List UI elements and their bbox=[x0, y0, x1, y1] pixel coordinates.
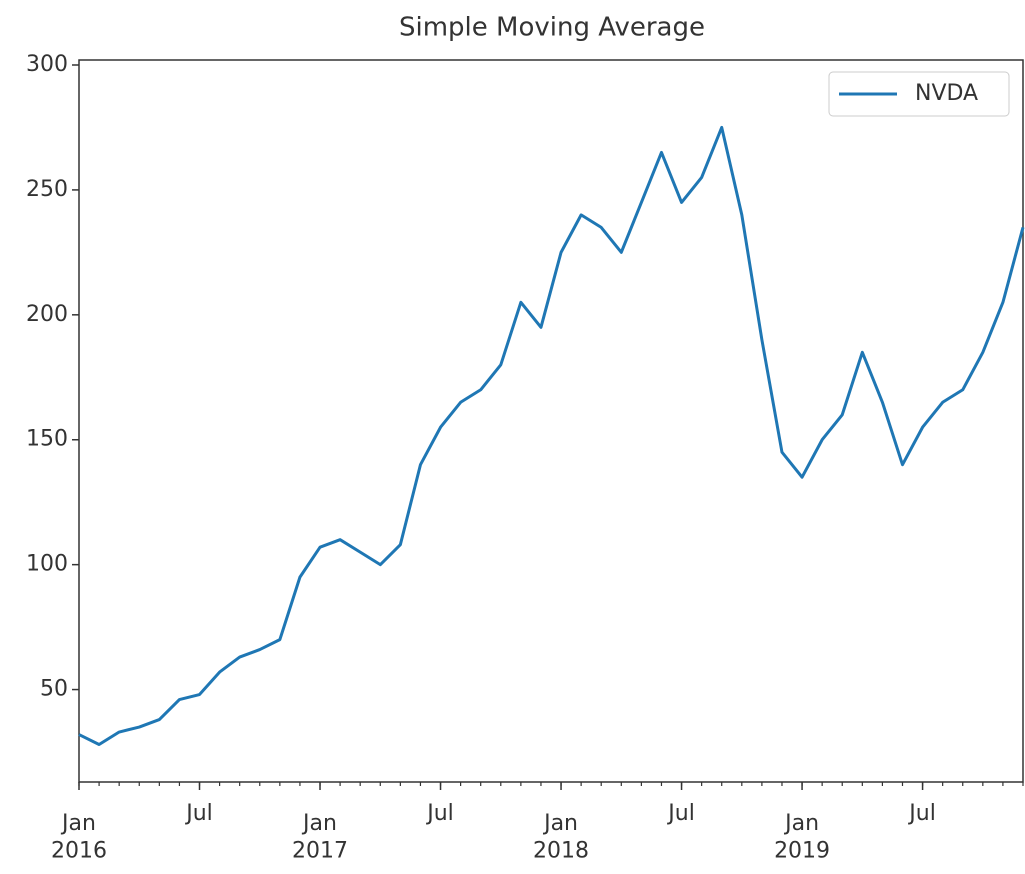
y-tick-label: 200 bbox=[26, 302, 68, 327]
x-tick-label: Jul bbox=[184, 801, 213, 826]
chart-title: Simple Moving Average bbox=[399, 13, 705, 43]
y-tick-label: 150 bbox=[26, 427, 68, 452]
x-tick-label: Jul bbox=[907, 801, 936, 826]
y-tick-label: 100 bbox=[26, 552, 68, 577]
x-tick-label: Jul bbox=[666, 801, 695, 826]
y-tick-label: 300 bbox=[26, 52, 68, 77]
y-tick-label: 50 bbox=[40, 677, 68, 702]
plot-frame bbox=[78, 59, 1024, 783]
x-tick-label: Jan 2018 bbox=[533, 811, 589, 864]
x-tick-label: Jul bbox=[425, 801, 454, 826]
line bbox=[78, 125, 1025, 747]
legend-label: NVDA bbox=[915, 81, 978, 106]
y-tick-label: 250 bbox=[26, 177, 68, 202]
x-tick-label: Jan 2019 bbox=[774, 811, 830, 864]
x-tick-label: Jan 2016 bbox=[51, 811, 107, 864]
legend-box bbox=[828, 71, 1010, 117]
x-tick-label: Jan 2017 bbox=[292, 811, 348, 864]
